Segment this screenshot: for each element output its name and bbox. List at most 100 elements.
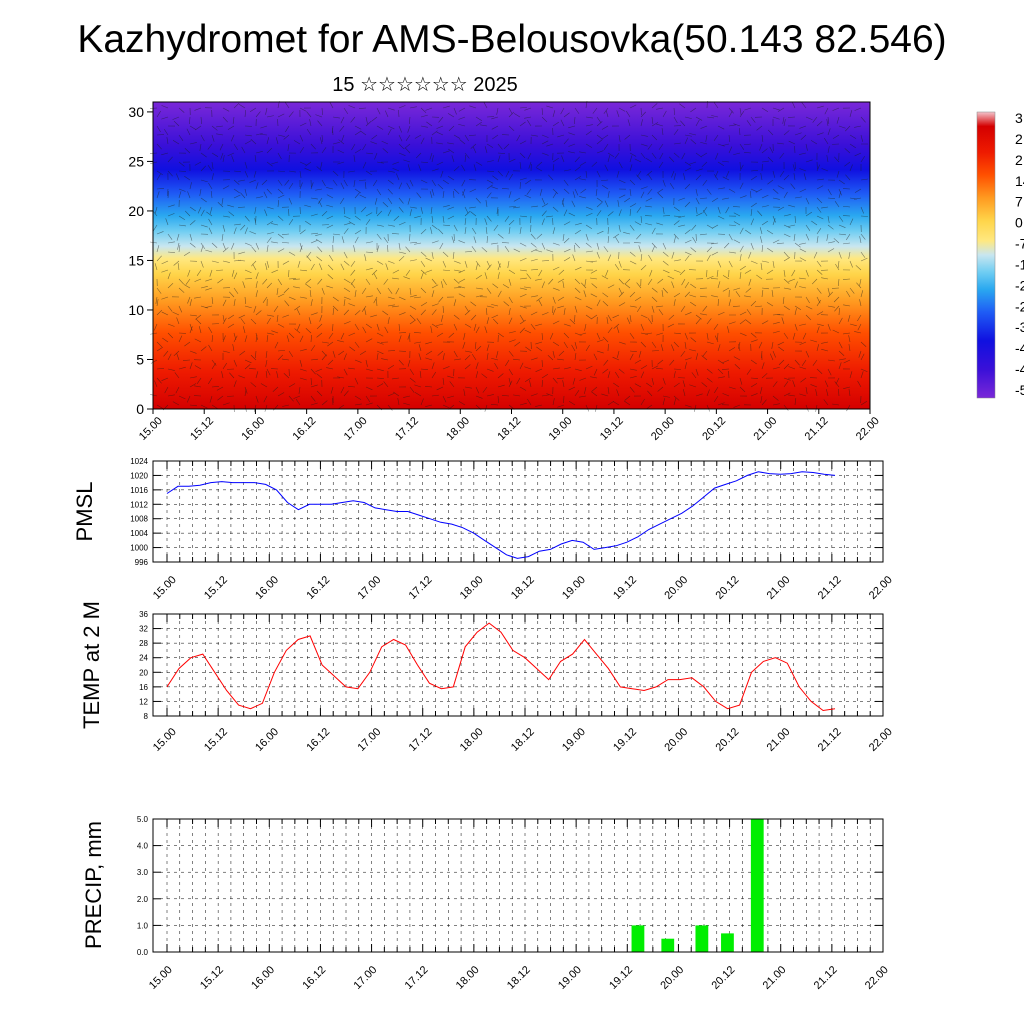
x-tick-label: 22.00 bbox=[854, 415, 882, 443]
y-tick-label: 5 bbox=[136, 351, 144, 367]
x-tick-label: 17.12 bbox=[407, 574, 435, 602]
panel-frame bbox=[152, 818, 884, 953]
x-tick-label: 17.00 bbox=[355, 574, 383, 602]
y-tick-label: 15 bbox=[128, 252, 144, 268]
x-tick-label: 20.12 bbox=[709, 964, 737, 992]
x-tick-label: 22.00 bbox=[867, 726, 895, 754]
x-tick-label: 16.12 bbox=[304, 726, 332, 754]
x-tick-label: 17.12 bbox=[407, 726, 435, 754]
colorbar-label: 2 bbox=[1015, 152, 1023, 168]
x-tick-label: 19.12 bbox=[611, 726, 639, 754]
x-tick-label: 20.00 bbox=[662, 726, 690, 754]
y-tick-label: 1004 bbox=[130, 529, 148, 538]
x-tick-label: 17.12 bbox=[403, 964, 431, 992]
colorbar-label: 2 bbox=[1015, 131, 1023, 147]
x-tick-label: 22.00 bbox=[863, 964, 891, 992]
x-tick-label: 20.12 bbox=[713, 574, 741, 602]
y-tick-label: 24 bbox=[139, 654, 148, 663]
x-tick-label: 15.00 bbox=[137, 415, 165, 443]
y-tick-label: 4.0 bbox=[137, 842, 149, 851]
colorbar-label: -4 bbox=[1015, 340, 1024, 356]
x-tick-label: 19.12 bbox=[607, 964, 635, 992]
colorbar-label: -7 bbox=[1015, 236, 1024, 252]
y-axis-label: PRECIP, mm bbox=[81, 821, 106, 949]
y-tick-label: 32 bbox=[139, 625, 148, 634]
x-tick-label: 18.00 bbox=[454, 964, 482, 992]
x-tick-label: 20.12 bbox=[700, 415, 728, 443]
y-tick-label: 1000 bbox=[130, 544, 148, 553]
x-tick-label: 17.12 bbox=[393, 415, 421, 443]
y-tick-label: 30 bbox=[128, 104, 144, 120]
y-tick-label: 0 bbox=[136, 401, 144, 417]
y-tick-label: 16 bbox=[139, 683, 148, 692]
x-tick-label: 16.12 bbox=[304, 574, 332, 602]
y-tick-label: 2.0 bbox=[137, 895, 149, 904]
x-tick-label: 20.12 bbox=[713, 726, 741, 754]
y-tick-label: 36 bbox=[139, 610, 148, 619]
x-tick-label: 20.00 bbox=[649, 415, 677, 443]
y-tick-label: 25 bbox=[128, 153, 144, 169]
x-tick-label: 15.12 bbox=[202, 726, 230, 754]
colorbar-label: -2 bbox=[1015, 277, 1024, 293]
y-tick-label: 8 bbox=[144, 712, 149, 721]
y-tick-label: 5.0 bbox=[137, 815, 149, 824]
colorbar bbox=[976, 111, 996, 399]
x-tick-label: 21.00 bbox=[765, 574, 793, 602]
x-tick-label: 17.00 bbox=[342, 415, 370, 443]
y-tick-label: 3.0 bbox=[137, 868, 149, 877]
x-tick-label: 21.00 bbox=[761, 964, 789, 992]
colorbar-label: 3 bbox=[1015, 110, 1023, 126]
colorbar-label: 0 bbox=[1015, 215, 1023, 231]
x-tick-label: 15.12 bbox=[188, 415, 216, 443]
x-tick-label: 18.12 bbox=[495, 415, 523, 443]
x-tick-label: 16.00 bbox=[249, 964, 277, 992]
x-tick-label: 19.00 bbox=[547, 415, 575, 443]
colorbar-label: -2 bbox=[1015, 298, 1024, 314]
precip-bar bbox=[695, 925, 709, 952]
x-tick-label: 16.00 bbox=[253, 574, 281, 602]
y-tick-label: 1012 bbox=[130, 500, 148, 509]
x-tick-label: 16.00 bbox=[253, 726, 281, 754]
colorbar-label: 14 bbox=[1015, 173, 1024, 189]
x-tick-label: 21.12 bbox=[803, 415, 831, 443]
colorbar-label: -3 bbox=[1015, 319, 1024, 335]
colorbar-label: -5 bbox=[1015, 382, 1024, 398]
x-tick-label: 17.00 bbox=[351, 964, 379, 992]
y-tick-label: 1020 bbox=[130, 471, 148, 480]
x-tick-label: 21.00 bbox=[765, 726, 793, 754]
x-tick-label: 20.00 bbox=[662, 574, 690, 602]
x-tick-label: 18.12 bbox=[509, 726, 537, 754]
x-tick-label: 21.12 bbox=[812, 964, 840, 992]
chart-subtitle: 15 ☆☆☆☆☆☆ 2025 bbox=[332, 74, 518, 96]
x-tick-label: 15.00 bbox=[151, 574, 179, 602]
x-tick-label: 18.12 bbox=[509, 574, 537, 602]
y-tick-label: 1016 bbox=[130, 486, 148, 495]
y-tick-label: 20 bbox=[139, 668, 148, 677]
x-tick-label: 20.00 bbox=[658, 964, 686, 992]
x-tick-label: 18.12 bbox=[505, 964, 533, 992]
x-tick-label: 21.00 bbox=[751, 415, 779, 443]
x-tick-label: 19.00 bbox=[560, 726, 588, 754]
x-tick-label: 21.12 bbox=[816, 726, 844, 754]
x-tick-label: 18.00 bbox=[458, 574, 486, 602]
y-tick-label: 10 bbox=[128, 302, 144, 318]
y-tick-label: 28 bbox=[139, 639, 148, 648]
colorbar-label: -1 bbox=[1015, 256, 1024, 272]
x-tick-label: 18.00 bbox=[444, 415, 472, 443]
y-axis-label: TEMP at 2 M bbox=[79, 601, 104, 729]
x-tick-label: 16.12 bbox=[300, 964, 328, 992]
temp-line bbox=[166, 622, 836, 712]
colorbar-label: -4 bbox=[1015, 361, 1024, 377]
y-tick-label: 0.0 bbox=[137, 948, 149, 957]
precip-bar bbox=[721, 933, 734, 952]
y-axis-label: PMSL bbox=[72, 482, 97, 542]
heatmap-field bbox=[153, 102, 870, 409]
x-tick-label: 15.12 bbox=[202, 574, 230, 602]
y-tick-label: 1024 bbox=[130, 457, 148, 466]
x-tick-label: 19.00 bbox=[556, 964, 584, 992]
y-tick-label: 1008 bbox=[130, 515, 148, 524]
x-tick-label: 19.12 bbox=[611, 574, 639, 602]
colorbar-label: 7 bbox=[1015, 194, 1023, 210]
x-tick-label: 19.00 bbox=[560, 574, 588, 602]
